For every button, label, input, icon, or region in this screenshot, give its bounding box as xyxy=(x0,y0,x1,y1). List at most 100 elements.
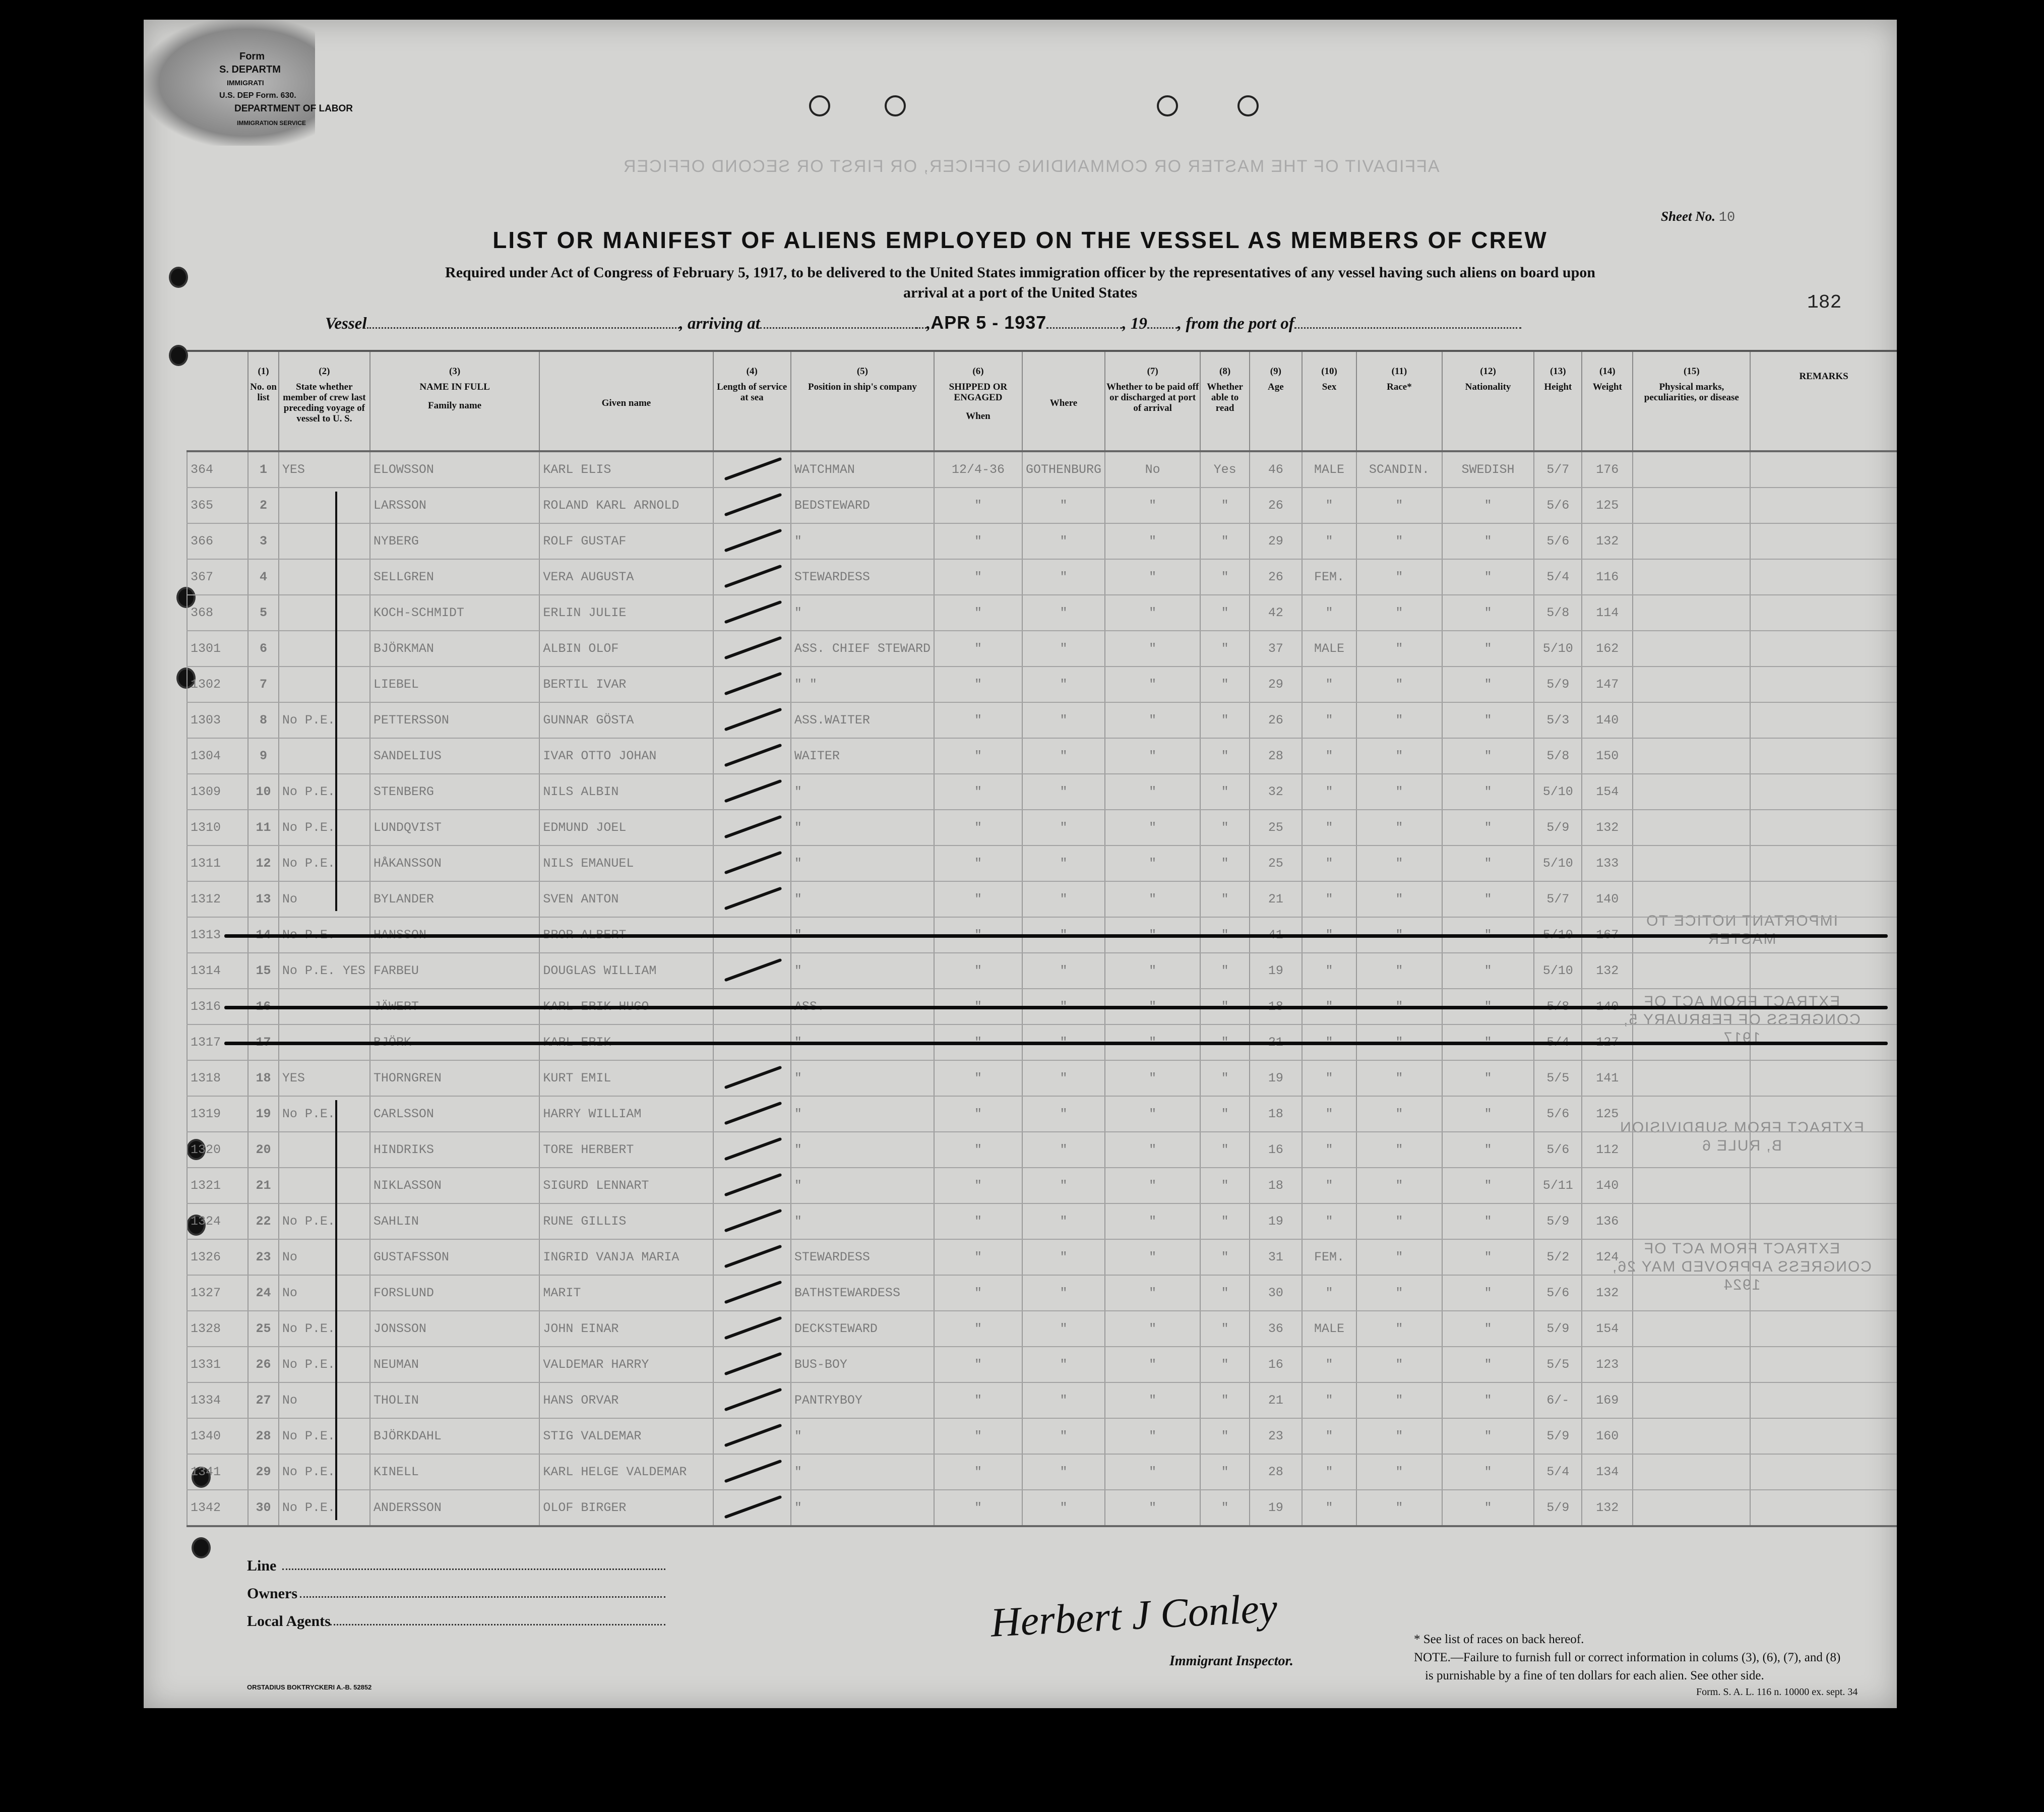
punch-hole xyxy=(1157,95,1178,116)
ditto-line xyxy=(335,492,337,911)
empty-cell xyxy=(1632,1132,1751,1168)
cell: HANS ORVAR xyxy=(539,1382,713,1419)
table-row: 1301 6 BJÖRKMAN ALBIN OLOF ASS. CHIEF STEWAR… xyxy=(186,631,1897,667)
cell: ″ xyxy=(933,1382,1022,1419)
cell: 18 xyxy=(1249,1096,1302,1132)
page-title: LIST OR MANIFEST OF ALIENS EMPLOYED ON T… xyxy=(492,227,1548,253)
table-row: 366 3 NYBERG ROLF GUSTAF ″ ″ ″ ″ ″ 29 ″ ″ ″ 5/6 132 xyxy=(186,523,1897,560)
check-mark-icon xyxy=(724,1387,782,1412)
cell: 5/10 xyxy=(1533,631,1582,667)
cell: 25 xyxy=(1249,810,1302,846)
cell xyxy=(278,559,370,595)
cell: ″ xyxy=(1301,523,1357,560)
cell: 134 xyxy=(1581,1454,1633,1490)
cell: ASS.WAITER xyxy=(790,702,934,739)
cell: 1309 xyxy=(186,774,249,810)
cell: LARSSON xyxy=(369,488,540,524)
from-port-field xyxy=(1294,315,1521,329)
table-row: 1326 23 No GUSTAFSSON INGRID VANJA MARIA STEW… xyxy=(186,1239,1897,1276)
empty-cell xyxy=(1632,631,1751,667)
cell: ″ xyxy=(1301,1454,1357,1490)
cell: ″ xyxy=(1441,953,1534,989)
service-length-cell xyxy=(712,774,791,810)
service-length-cell xyxy=(712,488,791,524)
table-row: 1309 10 No P.E. STENBERG NILS ALBIN ″ ″ ″ ″ ″ 32 ″ ″… xyxy=(186,774,1897,810)
cell: ″ xyxy=(1301,774,1357,810)
cell: KOCH-SCHMIDT xyxy=(369,595,540,631)
column-sublabel: Where xyxy=(1049,398,1078,408)
cell: ″ xyxy=(1021,1311,1105,1347)
cell: 5/4 xyxy=(1533,559,1582,595)
empty-cell xyxy=(1750,631,1897,667)
cell: ″ xyxy=(933,523,1022,560)
cell: 30 xyxy=(1249,1275,1302,1311)
cell: No P.E. xyxy=(278,1096,370,1132)
cell: GOTHENBURG xyxy=(1021,451,1105,488)
cell: 5/6 xyxy=(1533,1275,1582,1311)
table-row: 1341 29 No P.E. KINELL KARL HELGE VALDEMAR ″ ″… xyxy=(186,1454,1897,1490)
cell: HÅKANSSON xyxy=(369,845,540,882)
cell: 1331 xyxy=(186,1347,249,1383)
footnote: * See list of races on back hereof. NOTE… xyxy=(1414,1630,1840,1685)
cell: VERA AUGUSTA xyxy=(539,559,713,595)
check-mark-icon xyxy=(724,1173,782,1197)
cell: ″ xyxy=(790,1418,934,1455)
cell: 26 xyxy=(247,1347,279,1383)
cell: 136 xyxy=(1581,1203,1633,1240)
column-number: (6) xyxy=(972,366,984,377)
column-number: (9) xyxy=(1270,366,1281,377)
column-header: (7) Whether to be paid off or discharged … xyxy=(1104,351,1201,452)
cell: 1320 xyxy=(186,1132,249,1168)
cell: 116 xyxy=(1581,559,1633,595)
cell: ″ xyxy=(1441,1490,1534,1527)
cell: ″ xyxy=(933,667,1022,703)
cell: ″ xyxy=(1104,631,1201,667)
cell: ″ xyxy=(1200,488,1250,524)
line-label: Line xyxy=(247,1557,277,1574)
cell: ″ xyxy=(1021,1275,1105,1311)
cell: HINDRIKS xyxy=(369,1132,540,1168)
cell: 26 xyxy=(1249,702,1302,739)
cell: NEUMAN xyxy=(369,1347,540,1383)
cell: ″ xyxy=(1200,1382,1250,1419)
cell: ″ xyxy=(1301,1060,1357,1097)
cell: KINELL xyxy=(369,1454,540,1490)
cell: 6 xyxy=(247,631,279,667)
cell: JOHN EINAR xyxy=(539,1311,713,1347)
service-length-cell xyxy=(712,667,791,703)
cell: 160 xyxy=(1581,1418,1633,1455)
table-row: 1302 7 LIEBEL BERTIL IVAR ″ ″ ″ ″ ″ ″ 29 ″ ″ ″ 5/9 147 xyxy=(186,667,1897,703)
cell: ″ xyxy=(1200,702,1250,739)
cell: ″ xyxy=(1200,738,1250,774)
cell xyxy=(278,595,370,631)
cell: ″ xyxy=(1104,738,1201,774)
service-length-cell xyxy=(712,523,791,560)
cell: ″ xyxy=(1021,1203,1105,1240)
strike-through-line xyxy=(224,1005,1888,1009)
cell: NIKLASSON xyxy=(369,1168,540,1204)
empty-cell xyxy=(1750,953,1897,989)
cell: 42 xyxy=(1249,595,1302,631)
cell xyxy=(278,1132,370,1168)
cell: IVAR OTTO JOHAN xyxy=(539,738,713,774)
check-mark-icon xyxy=(724,457,782,481)
cell: ″ xyxy=(1301,1490,1357,1527)
cell: RUNE GILLIS xyxy=(539,1203,713,1240)
cell: 1341 xyxy=(186,1454,249,1490)
cell: ″ xyxy=(1301,845,1357,882)
cell: THOLIN xyxy=(369,1382,540,1419)
cell: ″ xyxy=(1441,1418,1534,1455)
column-label: Race* xyxy=(1387,382,1412,392)
arriving-field xyxy=(760,315,916,329)
cell: ″ xyxy=(1356,774,1442,810)
cell: 11 xyxy=(247,810,279,846)
check-mark-icon xyxy=(724,600,782,624)
table-row: 367 4 SELLGREN VERA AUGUSTA STEWARDESS ″ ″ ″ ″ 26… xyxy=(186,559,1897,595)
cell: ″ xyxy=(1441,631,1534,667)
cell: MALE xyxy=(1301,451,1357,488)
from-port-label: , from the port of xyxy=(1177,315,1294,333)
empty-cell xyxy=(1750,1275,1897,1311)
arriving-label: , arriving at xyxy=(679,315,760,333)
check-mark-icon xyxy=(724,707,782,732)
column-number: (8) xyxy=(1219,366,1231,377)
